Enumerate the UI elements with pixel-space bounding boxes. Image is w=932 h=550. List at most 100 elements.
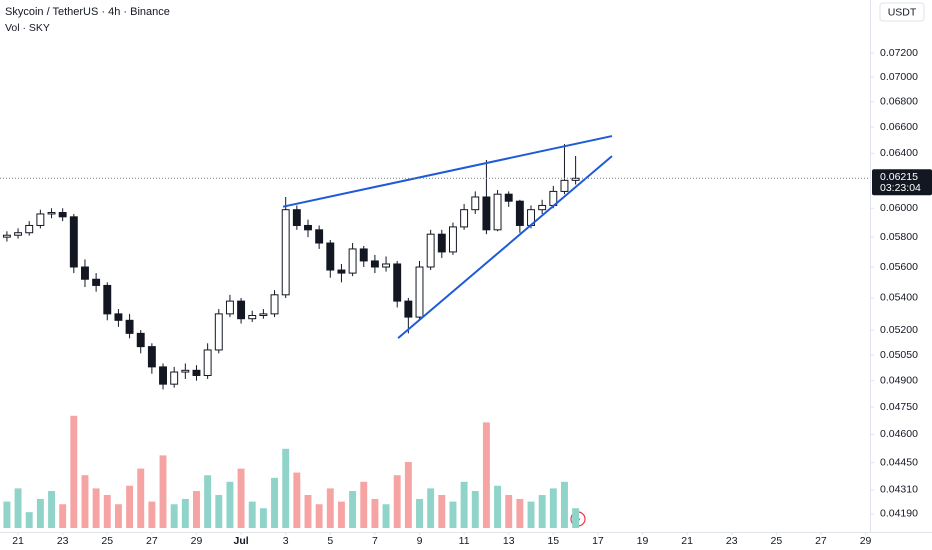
volume-bar	[460, 481, 468, 528]
candle-body	[304, 224, 312, 231]
volume-bar	[349, 491, 357, 528]
candle-body	[471, 196, 480, 211]
volume-bar	[81, 475, 89, 528]
y-tick-label: 0.05600	[880, 261, 918, 273]
x-tick-label: 21	[12, 535, 24, 547]
candle-body	[192, 369, 201, 376]
x-tick-label: 27	[815, 535, 827, 547]
x-tick-label: 25	[770, 535, 782, 547]
volume-bar	[293, 472, 301, 528]
volume-bar	[215, 495, 223, 528]
x-tick-label: 9	[417, 535, 423, 547]
candle-body	[170, 371, 179, 385]
x-tick-label: 3	[283, 535, 289, 547]
x-tick-label: 23	[57, 535, 69, 547]
candle-body	[14, 232, 23, 236]
volume-bar	[393, 475, 401, 528]
volume-bar	[126, 485, 134, 528]
x-tick-label: 5	[327, 535, 333, 547]
candle-body	[103, 284, 112, 315]
candle-body	[460, 209, 469, 228]
volume-bar	[527, 501, 535, 528]
candle-body	[415, 266, 424, 318]
y-tick-label: 0.07000	[880, 71, 918, 83]
candle-body	[504, 193, 513, 202]
volume-bar	[382, 504, 390, 528]
y-tick-label: 0.04600	[880, 428, 918, 440]
y-tick-label: 0.05800	[880, 231, 918, 243]
volume-bar	[59, 504, 67, 528]
candle-body	[426, 233, 435, 268]
volume-bar	[271, 477, 278, 528]
trend-line	[282, 135, 613, 208]
candle-body	[359, 248, 368, 262]
candle-body	[237, 300, 246, 320]
volume-bar	[326, 488, 334, 528]
y-tick-label: 0.04750	[880, 401, 918, 413]
volume-bar	[159, 455, 167, 528]
trend-line	[397, 155, 613, 339]
candle-body	[125, 319, 134, 334]
candle-body	[136, 332, 145, 348]
volume-bar	[371, 498, 379, 528]
y-tick-label: 0.05050	[880, 349, 918, 361]
x-tick-label: Jul	[233, 535, 248, 547]
chart-title: Skycoin / TetherUS · 4h · Binance	[5, 6, 170, 18]
volume-bar	[226, 481, 234, 528]
volume-bar	[48, 491, 55, 528]
volume-bar	[70, 415, 78, 528]
candle-body	[493, 193, 502, 231]
volume-bar	[204, 475, 212, 528]
candle-body	[25, 224, 34, 234]
candle-body	[225, 300, 234, 315]
candle-body	[36, 213, 45, 226]
volume-bar	[494, 485, 502, 528]
volume-bar	[193, 491, 200, 528]
candle-body	[114, 313, 123, 321]
candle-body	[214, 313, 223, 351]
volume-bar	[505, 495, 513, 528]
candle-body	[315, 229, 324, 244]
candle-body	[292, 209, 301, 226]
candle-body	[337, 269, 346, 274]
y-tick-label: 0.07200	[880, 47, 918, 59]
candle-body	[248, 314, 257, 320]
x-tick-label: 21	[681, 535, 693, 547]
countdown: 03:23:04	[880, 182, 921, 194]
candle-body	[326, 242, 335, 271]
x-tick-label: 25	[101, 535, 113, 547]
x-tick-label: 13	[503, 535, 515, 547]
volume-bar	[482, 422, 490, 528]
volume-bar	[438, 495, 446, 528]
x-tick-label: 19	[637, 535, 649, 547]
volume-bar	[170, 504, 178, 528]
currency[interactable]: USDT	[888, 6, 917, 18]
candle-body	[348, 248, 357, 274]
y-tick-label: 0.06000	[880, 202, 918, 214]
candle-body	[404, 300, 413, 318]
candle-body	[515, 200, 524, 226]
volume-bar	[282, 448, 290, 528]
candle-body	[47, 212, 56, 215]
candle-body	[92, 278, 101, 286]
volume-bar	[360, 481, 368, 528]
volume-bar	[416, 498, 423, 528]
x-tick-label: 11	[459, 535, 470, 547]
volume-bar	[114, 504, 122, 528]
volume-label: Vol · SKY	[5, 22, 50, 34]
candle-body	[58, 212, 67, 218]
candle-body	[281, 209, 290, 296]
candle-body	[393, 263, 402, 302]
volume-bar	[304, 495, 312, 528]
candle-body	[370, 260, 379, 268]
candle-body	[259, 313, 268, 316]
volume-bar	[538, 495, 546, 528]
currency-button[interactable]	[879, 2, 925, 22]
candle-body	[81, 266, 89, 280]
y-tick-label: 0.06800	[880, 95, 918, 107]
y-tick-label: 0.06600	[880, 121, 918, 133]
candle-body	[571, 177, 580, 181]
x-tick-label: 17	[592, 535, 604, 547]
